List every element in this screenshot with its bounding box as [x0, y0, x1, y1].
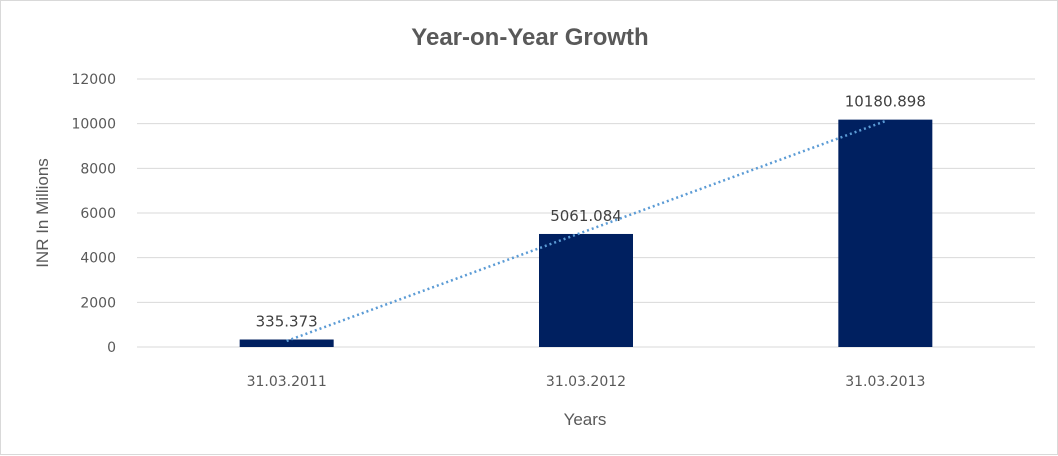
trendline — [286, 119, 886, 343]
data-label: 5061.084 — [550, 207, 622, 225]
trendline-group — [286, 119, 886, 343]
data-label: 335.373 — [256, 313, 318, 331]
bar — [539, 233, 633, 347]
x-axis-title: Years — [564, 410, 607, 429]
y-tick-label: 12000 — [71, 72, 116, 88]
y-axis-ticks: 0 2000 4000 6000 8000 10000 12000 — [71, 72, 116, 356]
chart-title: Year-on-Year Growth — [411, 24, 648, 51]
x-tick-label: 31.03.2012 — [546, 374, 626, 390]
y-tick-label: 2000 — [80, 295, 116, 311]
y-tick-label: 10000 — [71, 117, 116, 133]
y-axis-title: INR In Millions — [33, 158, 52, 268]
y-tick-label: 0 — [107, 340, 116, 356]
y-tick-label: 4000 — [80, 251, 116, 267]
bar — [239, 339, 334, 347]
x-tick-label: 31.03.2013 — [845, 374, 925, 390]
x-tick-label: 31.03.2011 — [247, 374, 327, 390]
bars — [239, 119, 933, 347]
y-tick-label: 6000 — [80, 206, 116, 222]
x-axis-ticks: 31.03.2011 31.03.2012 31.03.2013 — [247, 374, 926, 390]
data-labels: 335.373 5061.084 10180.898 — [256, 93, 926, 331]
data-label: 10180.898 — [845, 93, 926, 111]
y-tick-label: 8000 — [80, 161, 116, 177]
bar — [838, 119, 933, 347]
